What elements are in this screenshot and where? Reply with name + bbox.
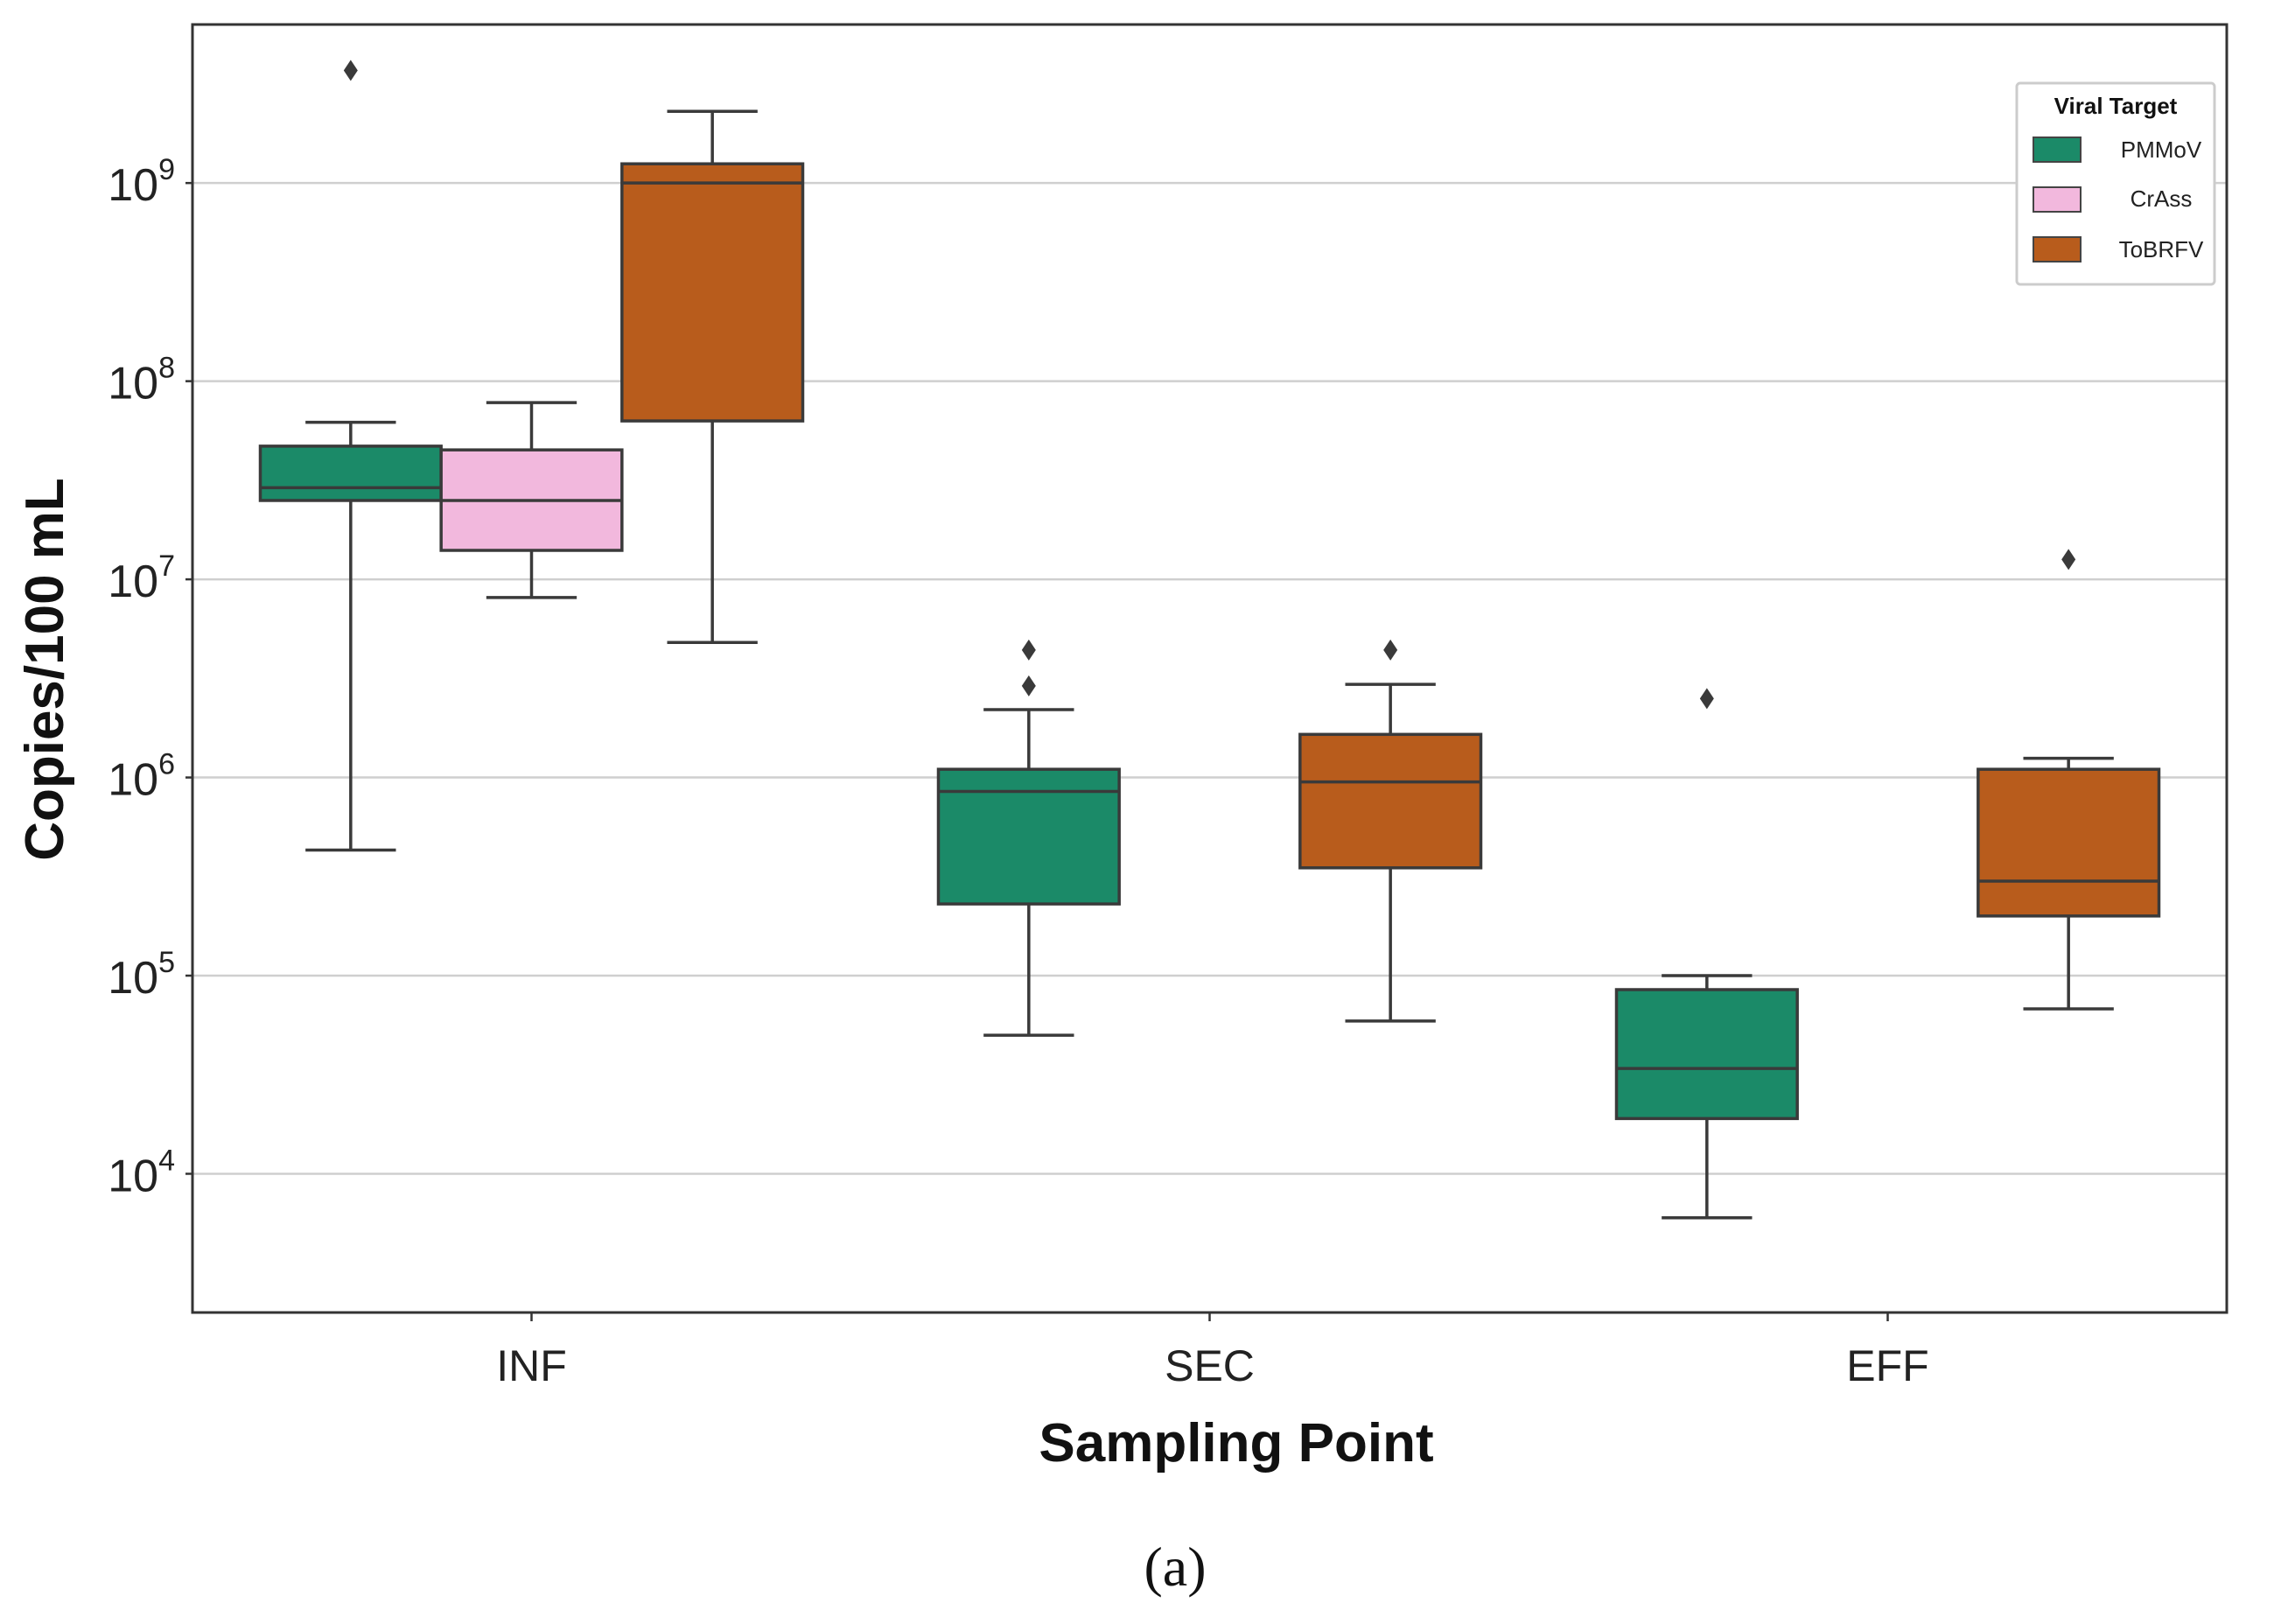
box-iqr-pmmov-eff bbox=[1614, 988, 1799, 1121]
box-iqr-tobrfv-eff bbox=[1977, 767, 2161, 918]
box-iqr-pmmov-sec bbox=[936, 767, 1121, 906]
y-tick-label-1e7: 107 bbox=[108, 550, 175, 607]
x-tick-label-sec: SEC bbox=[1165, 1341, 1255, 1390]
legend-label-crass: CrAss bbox=[2131, 186, 2193, 212]
panel-label: (a) bbox=[1144, 1536, 1206, 1598]
box-tobrfv-sec bbox=[1298, 639, 1483, 1023]
legend-title: Viral Target bbox=[2054, 93, 2178, 119]
y-axis-label: Copies/100 mL bbox=[15, 478, 75, 861]
outlier-pmmov-sec-1 bbox=[1021, 639, 1036, 661]
box-pmmov-sec bbox=[936, 639, 1121, 1037]
box-iqr-tobrfv-inf bbox=[620, 162, 805, 423]
legend-swatch-tobrfv bbox=[2033, 236, 2082, 262]
x-tick-label-eff: EFF bbox=[1846, 1341, 1928, 1390]
box-tobrfv-eff bbox=[1977, 549, 2161, 1011]
legend-swatch-crass bbox=[2033, 186, 2082, 213]
box-tobrfv-inf bbox=[620, 109, 805, 645]
box-crass-inf bbox=[439, 401, 624, 599]
y-tick-label-1e6: 106 bbox=[108, 748, 175, 806]
y-tick-label-1e4: 104 bbox=[108, 1144, 175, 1201]
legend: Viral Target PMMoV CrAss ToBRFV bbox=[2015, 81, 2216, 286]
y-tick-label-1e5: 105 bbox=[108, 946, 175, 1004]
outlier-pmmov-eff-0 bbox=[1699, 688, 1714, 710]
outlier-tobrfv-sec-0 bbox=[1383, 639, 1398, 661]
y-tick-label-1e9: 109 bbox=[108, 153, 175, 211]
box-pmmov-eff bbox=[1614, 688, 1799, 1220]
box-iqr-pmmov-inf bbox=[258, 444, 443, 502]
outlier-pmmov-inf-0 bbox=[343, 60, 358, 81]
x-axis-label: Sampling Point bbox=[1039, 1413, 1433, 1474]
y-tick-label-1e8: 108 bbox=[108, 352, 175, 410]
legend-swatch-pmmov bbox=[2033, 136, 2082, 163]
outlier-tobrfv-eff-0 bbox=[2061, 549, 2076, 570]
legend-label-pmmov: PMMoV bbox=[2121, 136, 2202, 163]
box-iqr-tobrfv-sec bbox=[1298, 732, 1483, 870]
outlier-pmmov-sec-0 bbox=[1021, 675, 1036, 696]
x-tick-label-inf: INF bbox=[496, 1341, 567, 1390]
box-plots bbox=[258, 60, 2161, 1220]
axes: 104 105 106 107 108 109 INF SEC EFF bbox=[108, 153, 1928, 1390]
legend-label-tobrfv: ToBRFV bbox=[2119, 236, 2204, 262]
legend-frame bbox=[2015, 81, 2216, 286]
